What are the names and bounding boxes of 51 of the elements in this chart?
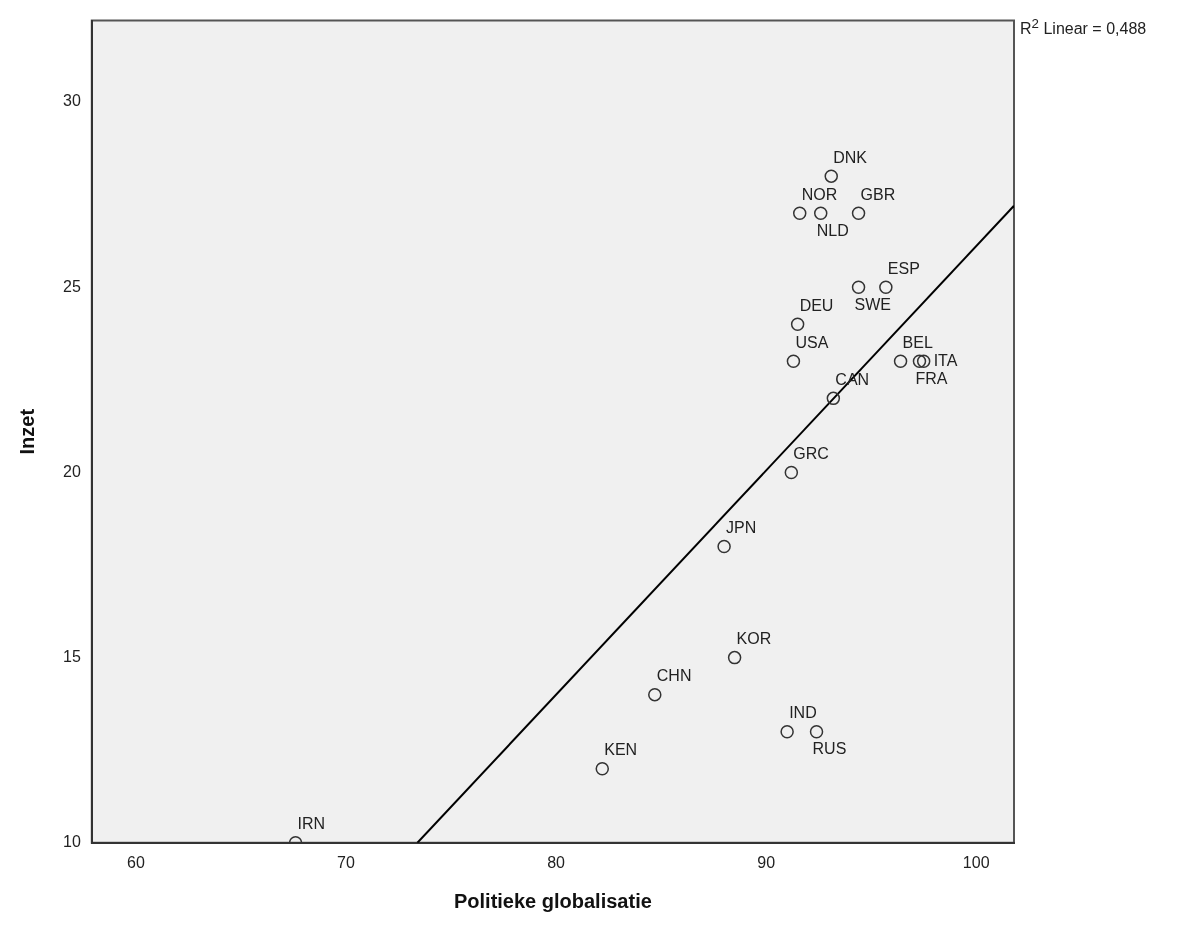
data-label: KEN — [604, 741, 638, 759]
point — [780, 724, 794, 739]
y-tick-label: 30 — [63, 92, 81, 110]
data-label: CHN — [656, 667, 692, 685]
point — [786, 354, 801, 369]
data-label: NLD — [816, 221, 849, 239]
data-label: DNK — [833, 148, 868, 166]
data-label: SWE — [854, 295, 891, 313]
point — [912, 354, 927, 369]
data-label: ITA — [933, 351, 958, 369]
point — [792, 206, 807, 220]
data-label: RUS — [812, 740, 847, 758]
x-tick-label: 80 — [547, 853, 566, 871]
point — [790, 317, 805, 332]
point — [784, 465, 799, 480]
point — [826, 391, 841, 406]
data-label: GRC — [793, 444, 829, 462]
y-tick-label: 15 — [63, 648, 81, 666]
data-label: KOR — [736, 630, 772, 648]
point — [648, 687, 662, 702]
point — [824, 169, 838, 183]
x-axis-title: Politieke globalisatie — [453, 889, 652, 912]
data-label: BEL — [902, 333, 933, 351]
point — [809, 724, 824, 739]
data-label: GBR — [860, 185, 896, 203]
text: R$^{2}$ Linear = 0,488 — [1020, 16, 1147, 39]
data-label: USA — [795, 333, 829, 351]
point — [851, 280, 866, 295]
x-tick-label: 60 — [127, 853, 145, 871]
point — [879, 280, 893, 295]
data-label: NOR — [801, 185, 838, 203]
data-label: JPN — [726, 518, 757, 536]
y-tick-label: 10 — [63, 833, 81, 851]
y-axis-title: Inzet — [15, 408, 38, 455]
point — [851, 206, 866, 220]
point — [893, 354, 908, 369]
x-tick-label: 70 — [337, 853, 355, 871]
y-tick-label: 25 — [63, 277, 81, 295]
point — [916, 354, 931, 369]
data-label: FRA — [915, 369, 948, 387]
x-tick-label: 90 — [757, 853, 776, 871]
data-label: IND — [789, 704, 817, 722]
data-label: IRN — [297, 815, 326, 833]
point — [595, 761, 610, 776]
x-tick-label: 100 — [962, 853, 990, 871]
data-label: ESP — [887, 259, 920, 277]
y-tick-label: 20 — [63, 462, 81, 480]
point — [717, 539, 731, 554]
point — [727, 650, 742, 665]
data-label: DEU — [799, 296, 834, 314]
point — [813, 206, 828, 220]
